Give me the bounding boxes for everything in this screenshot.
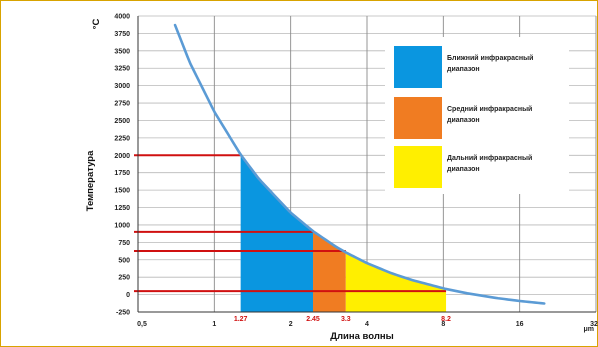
axes — [137, 16, 596, 313]
legend-label-3-cont: диапазон — [447, 166, 480, 173]
x-tick-label: 2 — [289, 321, 293, 328]
y-tick-label: -250 — [116, 310, 130, 317]
x-tick-label: 16 — [516, 321, 524, 328]
legend-swatch-3 — [394, 146, 442, 188]
y-tick-label: 0 — [126, 292, 130, 299]
y-tick-label: 3750 — [114, 31, 130, 38]
legend-swatch-2 — [394, 97, 442, 139]
x-tick-label: 1 — [212, 321, 216, 328]
y-tick-label: 3500 — [114, 48, 130, 55]
y-tick-label: 1250 — [114, 205, 130, 212]
y-tick-label: 1500 — [114, 188, 130, 195]
legend: Ближний инфракрасный диапазон Средний инфр… — [385, 37, 569, 194]
y-tick-label: 3000 — [114, 83, 130, 90]
y-tick-label: 3250 — [114, 66, 130, 73]
legend-label-1: Ближний инфракрасный — [447, 54, 533, 62]
legend-label-3: Дальний инфракрасный — [447, 154, 532, 162]
x-tick-label: 0,5 — [137, 321, 147, 328]
legend-label-1-cont: диапазон — [447, 66, 480, 73]
legend-swatch-1 — [394, 46, 442, 88]
region-1 — [240, 154, 314, 312]
region-3 — [345, 252, 447, 312]
x-axis-unit: μm — [583, 326, 594, 333]
y-tick-label: 4000 — [114, 14, 130, 21]
temperature-curve — [173, 23, 546, 305]
y-axis-unit: °C — [91, 19, 102, 30]
y-tick-label: 2000 — [114, 153, 130, 160]
legend-label-2-cont: диапазон — [447, 117, 480, 124]
y-tick-label: 1750 — [114, 170, 130, 177]
marker-x-label: 3.3 — [341, 316, 351, 323]
y-tick-label: 2250 — [114, 135, 130, 142]
marker-x-label: 1.27 — [234, 316, 248, 323]
marker-x-labels: 1.27 2.45 3.3 8.2 — [234, 316, 451, 323]
x-axis-label: Длина волны — [330, 331, 393, 342]
y-axis-label: Температура — [85, 150, 96, 211]
legend-label-2: Средний инфракрасный — [447, 105, 532, 113]
y-tick-label: 750 — [118, 240, 130, 247]
x-tick-label: 8 — [441, 321, 445, 328]
y-tick-label: 2500 — [114, 118, 130, 125]
marker-x-label: 2.45 — [306, 316, 320, 323]
y-tick-label: 500 — [118, 257, 130, 264]
y-tick-labels: 4000375035003250300027502500225020001750… — [114, 14, 130, 317]
y-tick-label: 1000 — [114, 222, 130, 229]
marker-x-label: 8.2 — [441, 316, 451, 323]
marker-lines — [134, 154, 447, 293]
x-tick-label: 32 — [590, 321, 598, 328]
y-tick-label: 2750 — [114, 101, 130, 108]
y-tick-label: 250 — [118, 275, 130, 282]
curve-group — [173, 23, 546, 305]
x-tick-labels: 0,5 1 2 4 8 16 32 — [137, 321, 598, 328]
x-tick-label: 4 — [365, 321, 369, 328]
